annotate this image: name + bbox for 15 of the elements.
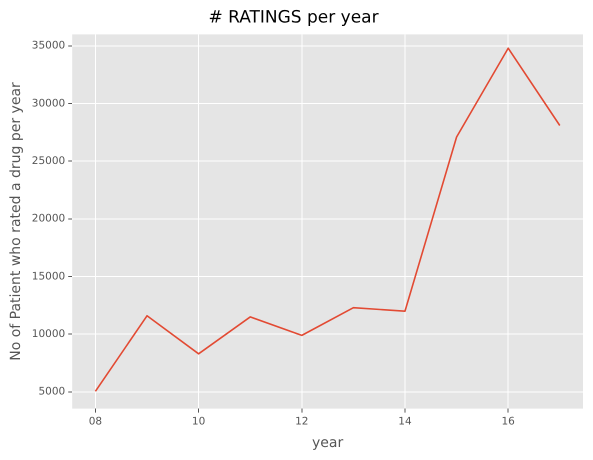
- x-tick-label: 08: [88, 416, 102, 428]
- x-tick-label: 16: [502, 416, 516, 428]
- y-tick-label: 15000: [32, 270, 66, 282]
- y-tick-label: 25000: [32, 154, 66, 167]
- chart-title: # RATINGS per year: [208, 8, 379, 28]
- y-tick-label: 35000: [32, 40, 66, 52]
- y-tick-label: 30000: [32, 97, 66, 110]
- y-tick-label: 5000: [38, 386, 66, 398]
- y-tick-label: 10000: [32, 328, 66, 340]
- x-tick-label: 10: [192, 416, 206, 428]
- x-axis-title: year: [312, 435, 344, 452]
- y-axis-title: No of Patient who rated a drug per year: [8, 82, 24, 361]
- x-tick-label: 14: [398, 416, 412, 428]
- y-tick-label: 20000: [32, 212, 66, 225]
- x-tick-label: 12: [295, 416, 308, 428]
